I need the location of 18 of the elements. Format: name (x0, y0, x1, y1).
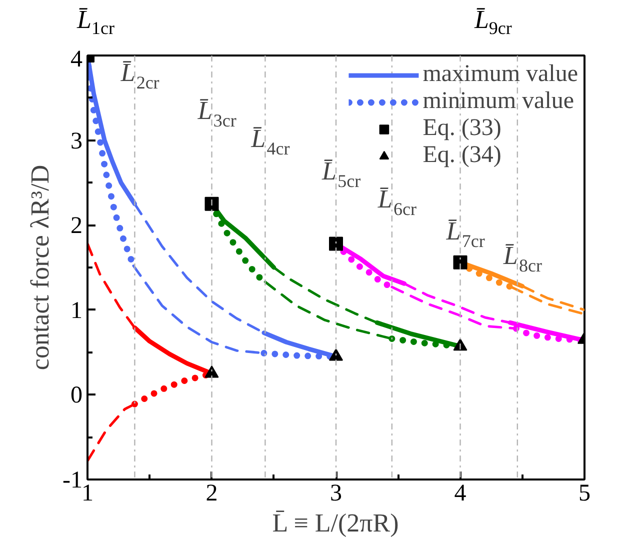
y-tick-label: 0 (70, 382, 82, 409)
y-tick-label: 2 (70, 213, 82, 240)
text: L̄$_{9cr}$ (474, 5, 512, 38)
x-tick-label: 3 (330, 480, 342, 506)
text: L̄$_{1cr}$ (77, 5, 114, 38)
y-tick-label: 1 (70, 298, 82, 324)
y-axis-title: contact force λR³/D (26, 164, 55, 370)
x-tick-label: 4 (454, 480, 466, 506)
y-tick-label: 4 (70, 46, 82, 72)
y-tick-label: -1 (62, 468, 83, 494)
legend-label: maximum value (422, 61, 578, 88)
y-tick-label: 3 (70, 128, 82, 154)
x-axis-title: L̄ ≡ L/(2πR) (272, 508, 399, 538)
legend-label: minimum value (422, 88, 574, 115)
x-tick-label: 5 (578, 480, 590, 506)
legend-label: Eq. (34) (422, 142, 502, 169)
x-tick-label: 2 (206, 480, 218, 506)
legend-label: Eq. (33) (422, 115, 502, 142)
